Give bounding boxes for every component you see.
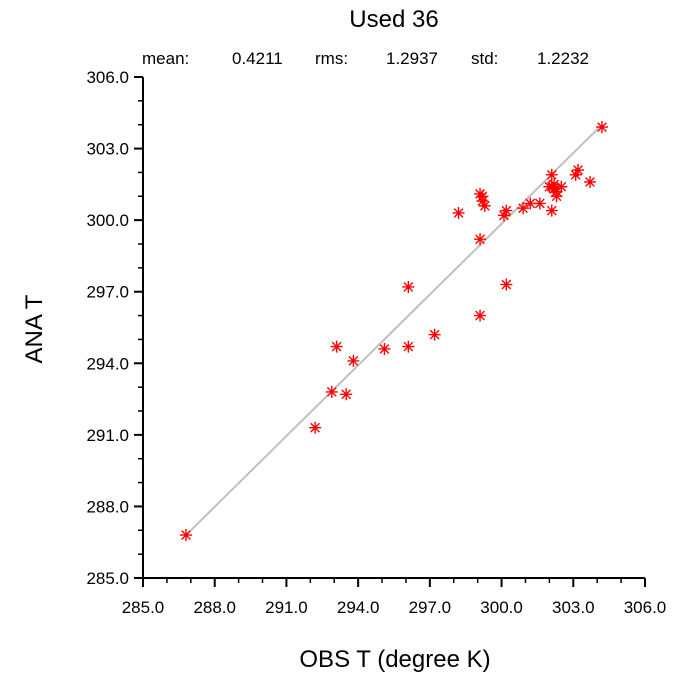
data-point-marker <box>545 168 558 181</box>
y-tick-label: 306.0 <box>86 68 129 87</box>
data-point-marker <box>347 354 360 367</box>
data-point-marker <box>340 388 353 401</box>
y-tick-label: 303.0 <box>86 140 129 159</box>
y-tick-label: 297.0 <box>86 283 129 302</box>
y-tick-label: 285.0 <box>86 569 129 588</box>
data-point-marker <box>452 206 465 219</box>
data-point-marker <box>180 529 193 542</box>
data-point-marker <box>330 340 343 353</box>
data-point-marker <box>533 197 546 210</box>
x-tick-label: 288.0 <box>193 598 236 617</box>
x-axis-ticks: 285.0 288.0 291.0 294.0 297.0 300.0 303.0 306.0 <box>122 578 667 617</box>
y-axis-ticks: 285.0 288.0 291.0 294.0 297.0 300.0 303.0 306.0 <box>86 68 143 588</box>
fit-line <box>185 124 603 536</box>
axes <box>142 77 645 579</box>
data-point-marker <box>474 233 487 246</box>
x-tick-label: 285.0 <box>122 598 165 617</box>
x-axis-label: OBS T (degree K) <box>299 646 490 673</box>
y-tick-label: 288.0 <box>86 497 129 516</box>
data-point-marker <box>402 340 415 353</box>
data-point-marker <box>428 328 441 341</box>
x-tick-label: 303.0 <box>552 598 595 617</box>
statistics-line: mean: 0.4211 rms: 1.2937 std: 1.2232 <box>142 49 589 68</box>
fit-line-group <box>185 124 603 536</box>
data-point-marker <box>500 278 513 291</box>
x-tick-label: 291.0 <box>265 598 308 617</box>
data-point-marker <box>325 385 338 398</box>
stat-rms-label: rms: <box>315 49 348 68</box>
stat-rms-value: 1.2937 <box>386 49 438 68</box>
data-point-marker <box>555 180 568 193</box>
data-point-marker <box>497 209 510 222</box>
data-point-marker <box>378 342 391 355</box>
data-point-marker <box>569 168 582 181</box>
stat-mean-value: 0.4211 <box>232 49 283 68</box>
x-tick-label: 306.0 <box>624 598 667 617</box>
data-point-marker <box>402 280 415 293</box>
y-tick-label: 291.0 <box>86 426 129 445</box>
stat-mean-label: mean: <box>142 49 189 68</box>
data-point-marker <box>476 190 489 203</box>
data-point-marker <box>595 121 608 134</box>
x-tick-label: 297.0 <box>409 598 452 617</box>
data-point-marker <box>572 164 585 177</box>
x-tick-label: 294.0 <box>337 598 380 617</box>
data-point-marker <box>500 204 513 217</box>
stat-std-value: 1.2232 <box>537 49 589 68</box>
chart-title: Used 36 <box>349 6 438 33</box>
y-axis-label: ANA T <box>21 294 48 363</box>
data-point-marker <box>478 199 491 212</box>
data-point-marker <box>474 309 487 322</box>
data-point-marker <box>584 175 597 188</box>
stat-std-label: std: <box>471 49 498 68</box>
data-point-marker <box>524 197 537 210</box>
x-tick-label: 300.0 <box>480 598 523 617</box>
y-tick-label: 294.0 <box>86 354 129 373</box>
data-point-marker <box>550 190 563 203</box>
data-point-marker <box>517 202 530 215</box>
data-point-marker <box>545 204 558 217</box>
y-tick-label: 300.0 <box>86 211 129 230</box>
data-points <box>180 121 608 542</box>
data-point-marker <box>548 178 561 191</box>
data-point-marker <box>309 421 322 434</box>
